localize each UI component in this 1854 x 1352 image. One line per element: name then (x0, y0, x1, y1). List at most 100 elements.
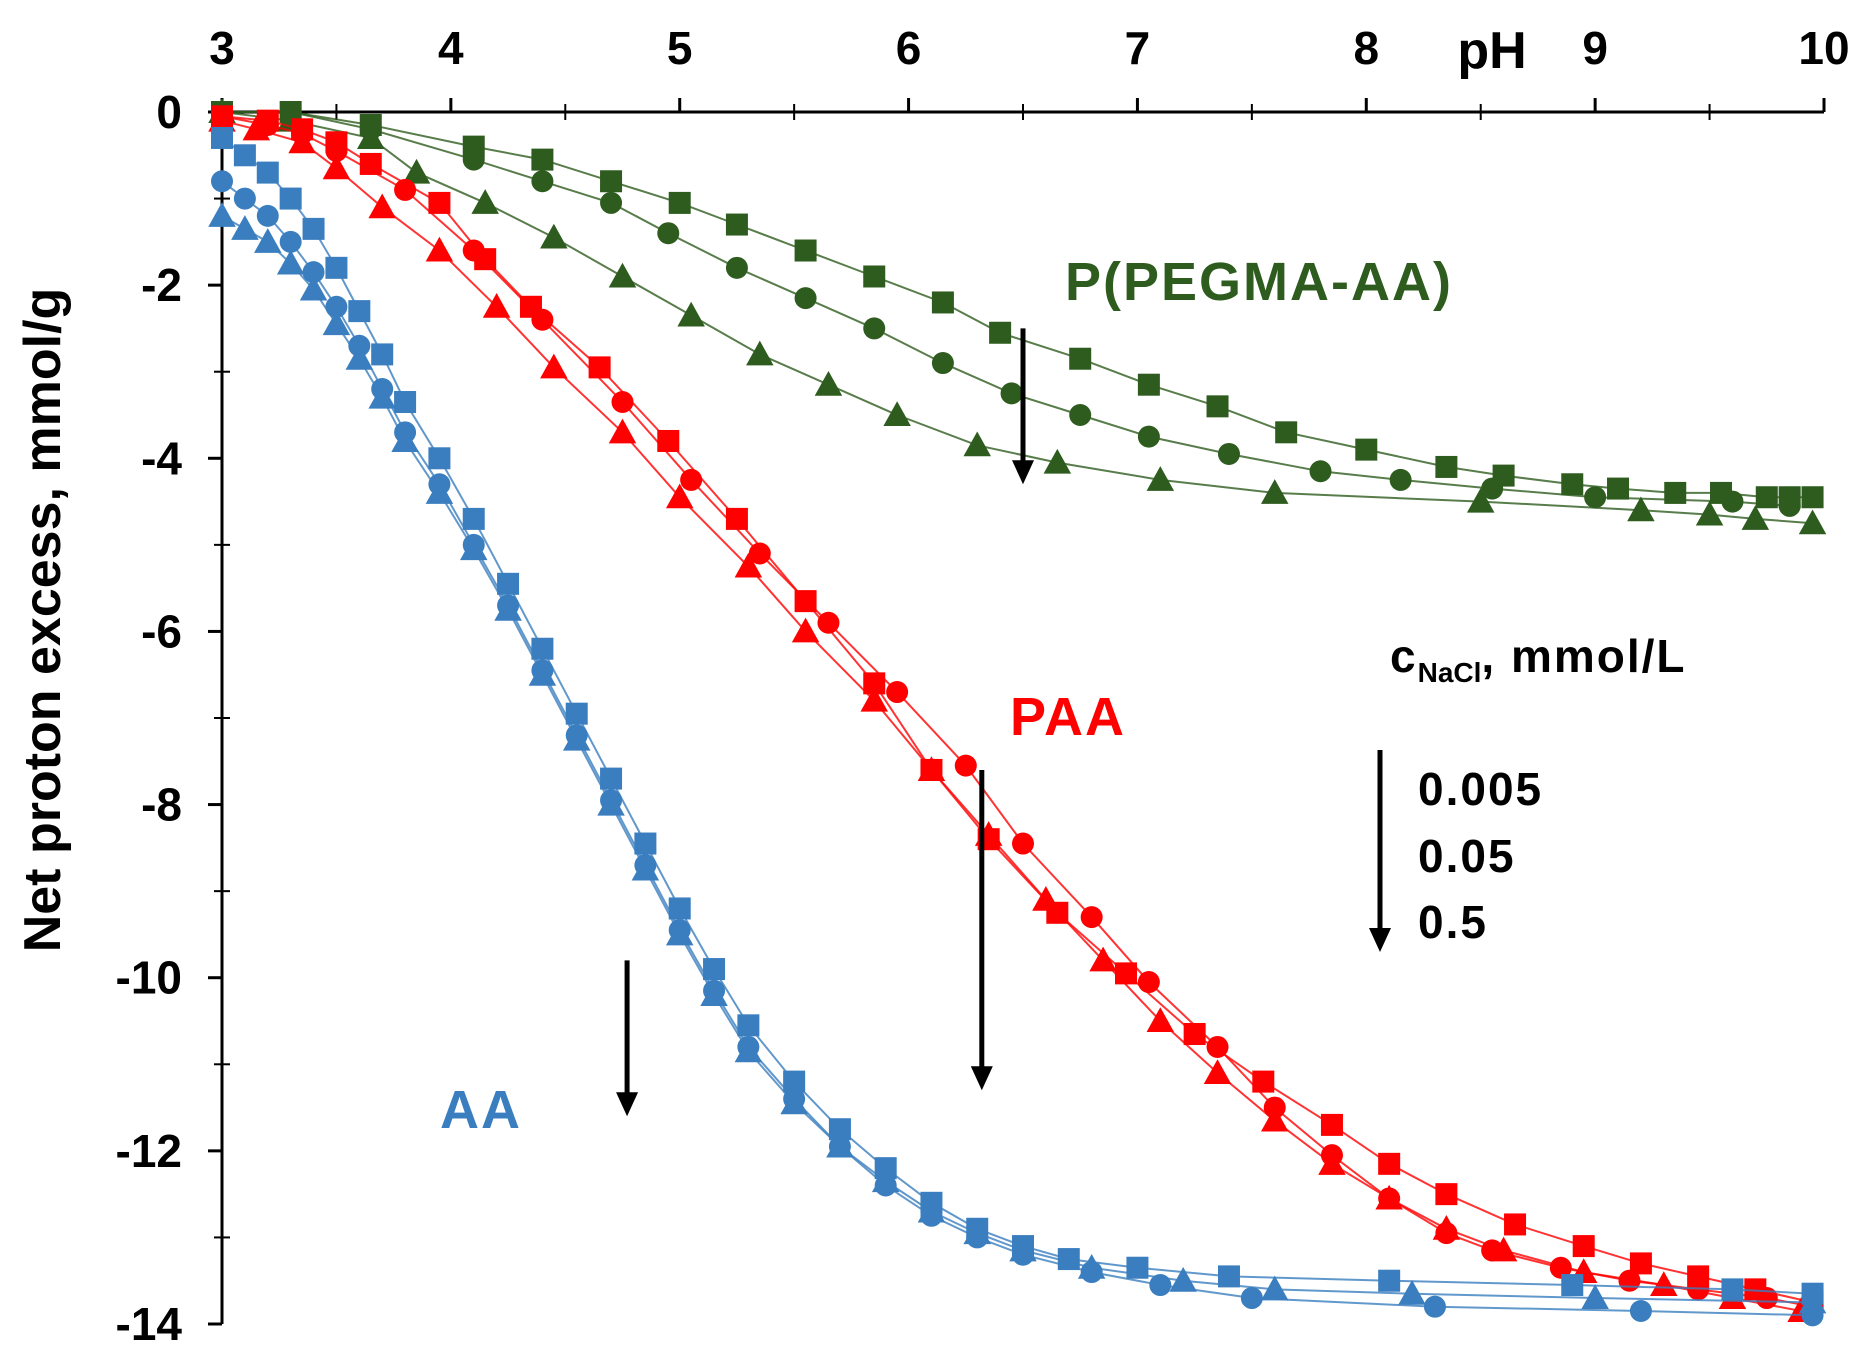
data-point-square (325, 256, 348, 279)
data-point-circle (1389, 468, 1412, 491)
y-tick-label: -8 (141, 779, 182, 831)
data-point-circle (863, 317, 886, 340)
data-point-circle (325, 295, 348, 318)
x-tick-label: 9 (1582, 22, 1608, 74)
data-point-triangle (1466, 487, 1495, 513)
data-point-triangle (1146, 1007, 1175, 1032)
series-label-paa: PAA (1010, 687, 1126, 747)
data-point-triangle (963, 431, 991, 457)
data-point-square (600, 767, 623, 790)
data-point-triangle (1489, 1236, 1518, 1262)
data-point-triangle (242, 115, 271, 141)
x-tick-label: 7 (1125, 22, 1151, 74)
data-point-circle (1778, 494, 1801, 517)
data-point-square (1252, 1070, 1275, 1093)
data-point-circle (680, 468, 703, 491)
data-point-triangle (1432, 1215, 1461, 1240)
series-line-0-0 (222, 111, 1813, 499)
annotation-arrow-head (1012, 460, 1034, 485)
data-point-square (703, 958, 726, 981)
data-point-square (462, 507, 485, 530)
series-line-1-2 (221, 119, 1802, 1312)
data-point-square (931, 291, 954, 314)
data-point-circle (886, 681, 909, 704)
data-point-square (600, 170, 623, 193)
data-point-circle (611, 391, 634, 414)
data-point-square (794, 239, 817, 262)
series-group-2 (208, 126, 1827, 1327)
data-point-triangle (276, 249, 305, 275)
annotation-arrow-head (970, 1066, 993, 1091)
data-point-triangle (700, 981, 728, 1007)
data-point-circle (1217, 442, 1240, 465)
legend-entry-0: 0.005 (1418, 763, 1543, 815)
data-point-square (233, 144, 256, 167)
data-point-circle (1309, 460, 1332, 483)
data-point-square (565, 702, 588, 725)
data-point-triangle (746, 340, 774, 366)
data-point-square (1355, 438, 1378, 461)
data-point-square (359, 152, 382, 175)
data-point-circle (531, 308, 554, 331)
annotation-arrow-head (616, 1092, 639, 1117)
legend: cNaCl, mmol/L 0.005 0.05 0.5 (1369, 630, 1685, 952)
data-point-triangle (665, 483, 694, 509)
data-point-square (531, 637, 554, 660)
data-point-square (657, 429, 680, 452)
data-point-triangle (608, 262, 637, 288)
data-point-triangle (1650, 1271, 1678, 1297)
data-point-triangle (425, 236, 454, 262)
data-point-triangle (322, 310, 351, 336)
data-point-triangle (368, 383, 396, 409)
data-point-triangle (1627, 496, 1655, 522)
data-point-circle (462, 148, 485, 171)
data-point-triangle (1695, 500, 1724, 526)
y-tick-label: 0 (156, 86, 182, 138)
data-point-triangle (677, 301, 705, 327)
data-point-circle (394, 178, 417, 201)
data-point-triangle (1798, 1288, 1827, 1314)
data-point-triangle (1398, 1279, 1426, 1305)
data-point-square (1561, 473, 1584, 496)
data-point-square (1755, 486, 1778, 509)
data-point-square (211, 126, 233, 149)
data-point-circle (817, 611, 840, 634)
data-point-square (863, 672, 886, 695)
data-point-triangle (1089, 946, 1117, 972)
data-point-square (1504, 1213, 1527, 1236)
data-point-circle (1137, 971, 1160, 994)
y-axis-label: Net proton excess, mmol/g (14, 288, 72, 953)
x-tick-label: 4 (438, 22, 464, 74)
data-point-triangle (791, 617, 820, 643)
data-point-square (863, 265, 886, 288)
data-point-circle (256, 204, 279, 227)
labels-layer: Net proton excess, mmol/g pH P(PEGMA-AA)… (14, 22, 1527, 1140)
x-tick-label: 10 (1798, 22, 1849, 74)
data-point-triangle (814, 370, 843, 396)
data-point-square (1435, 455, 1458, 478)
data-point-square (1320, 1113, 1343, 1136)
data-point-triangle (562, 725, 591, 751)
data-point-triangle (482, 293, 511, 318)
data-point-circle (1481, 477, 1504, 500)
data-point-square (302, 217, 325, 240)
series-label-aa: AA (440, 1080, 522, 1140)
data-point-circle (725, 256, 748, 279)
data-point-triangle (1146, 466, 1175, 491)
data-point-triangle (540, 353, 568, 379)
data-point-square (1572, 1235, 1595, 1258)
data-point-triangle (1169, 1266, 1197, 1292)
data-point-circle (1080, 906, 1103, 929)
data-point-circle (462, 239, 485, 262)
data-point-triangle (780, 1089, 808, 1115)
data-point-triangle (540, 223, 568, 249)
data-point-square (531, 148, 554, 171)
data-point-square (1664, 481, 1687, 504)
data-point-triangle (631, 855, 660, 881)
data-point-circle (1549, 1256, 1572, 1279)
data-point-triangle (917, 756, 946, 781)
y-tick-label: -10 (116, 952, 182, 1004)
data-point-triangle (459, 535, 488, 561)
data-point-circle (1629, 1300, 1652, 1323)
